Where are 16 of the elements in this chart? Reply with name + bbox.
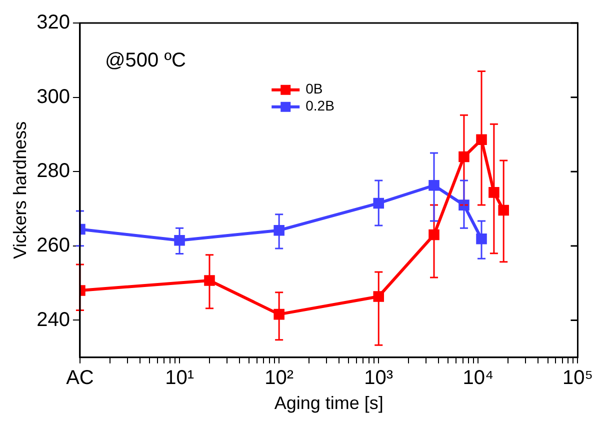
legend-label: 0B xyxy=(306,80,323,97)
x-tick-label: 10⁵ xyxy=(562,366,594,389)
x-axis-title: Aging time [s] xyxy=(274,393,384,414)
annotation: @500 ºC xyxy=(104,50,186,72)
y-tick-label: 300 xyxy=(36,86,70,108)
x-tick-label: AC xyxy=(66,366,94,389)
y-axis-title: Vickers hardness xyxy=(10,121,30,260)
legend-label: 0.2B xyxy=(306,98,334,114)
x-tick-label: 10² xyxy=(264,366,294,389)
y-tick-label: 280 xyxy=(36,160,70,182)
y-tick-label: 240 xyxy=(36,308,70,331)
x-tick-label: 10⁴ xyxy=(462,366,494,389)
y-tick-label: 320 xyxy=(36,12,70,34)
x-tick-label: 10³ xyxy=(364,366,394,389)
x-tick-label: 10¹ xyxy=(165,366,194,389)
y-tick-label: 260 xyxy=(36,234,70,256)
